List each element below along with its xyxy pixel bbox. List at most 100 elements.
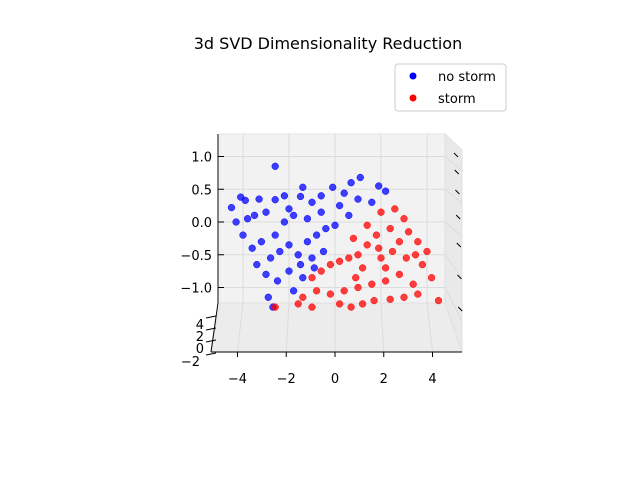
- point-storm: [377, 208, 385, 216]
- point-storm: [409, 280, 417, 288]
- z-axis-ticks: 1.0 0.5 0.0 −0.5 −1.0: [180, 151, 224, 297]
- x-tick-label: 2: [380, 372, 388, 387]
- point-storm: [363, 221, 371, 229]
- depth-edge-tick: [454, 169, 460, 175]
- z-tick-label: 1.0: [191, 151, 212, 166]
- legend-label-storm: storm: [438, 92, 476, 107]
- point-no-storm: [303, 215, 312, 223]
- point-no-storm: [250, 211, 259, 220]
- point-storm: [368, 280, 376, 288]
- depth-axis-line: [210, 302, 219, 353]
- point-storm: [423, 247, 431, 256]
- point-no-storm: [271, 162, 279, 170]
- grid-line-floor: [285, 302, 290, 353]
- point-no-storm: [239, 231, 247, 239]
- point-no-storm: [280, 218, 289, 226]
- point-no-storm: [317, 208, 325, 216]
- depth-tick-label: −2: [181, 355, 200, 370]
- point-storm: [381, 277, 390, 285]
- depth-tick-label: 0: [196, 342, 204, 357]
- point-storm: [354, 251, 362, 259]
- legend-label-no-storm: no storm: [438, 70, 496, 85]
- legend-box: [394, 63, 507, 112]
- legend-marker-storm: [409, 94, 417, 102]
- depth-edge-tick: [453, 152, 459, 158]
- grid-line-floor: [236, 302, 244, 353]
- legend-marker-no-storm: [409, 72, 417, 80]
- point-storm: [370, 296, 378, 305]
- point-no-storm: [375, 182, 383, 190]
- point-no-storm: [303, 238, 312, 246]
- point-storm: [388, 247, 397, 256]
- point-no-storm: [248, 244, 256, 252]
- point-storm: [375, 244, 383, 252]
- point-no-storm: [271, 196, 279, 204]
- point-no-storm: [280, 192, 289, 200]
- depth-tick-mark: [205, 339, 217, 343]
- point-no-storm: [266, 254, 275, 262]
- point-storm: [326, 290, 335, 298]
- point-storm: [411, 251, 420, 259]
- point-no-storm: [368, 198, 376, 206]
- point-no-storm: [285, 205, 293, 213]
- point-no-storm: [285, 267, 293, 275]
- point-storm: [358, 300, 367, 308]
- right-edge-ticks: [453, 152, 463, 312]
- depth-tick-mark: [205, 352, 217, 356]
- legend: no storm storm: [394, 63, 507, 112]
- x-tick-label: 0: [331, 372, 339, 387]
- floor-pane: [210, 302, 463, 353]
- point-no-storm: [264, 293, 272, 301]
- point-no-storm: [257, 238, 266, 246]
- point-storm: [434, 296, 443, 305]
- point-no-storm: [356, 173, 364, 182]
- point-no-storm: [253, 260, 261, 269]
- point-no-storm: [232, 218, 240, 226]
- depth-tick-label: 4: [196, 318, 204, 333]
- grid-line-floor: [380, 302, 385, 353]
- depth-edge-tick: [455, 214, 461, 220]
- point-storm: [381, 264, 390, 272]
- point-no-storm: [294, 251, 302, 259]
- depth-edge-tick: [457, 306, 463, 312]
- point-storm: [395, 238, 404, 246]
- point-no-storm: [299, 183, 307, 191]
- point-no-storm: [308, 198, 316, 206]
- point-storm: [294, 300, 302, 308]
- point-no-storm: [331, 221, 339, 229]
- scatter-points: [227, 162, 443, 311]
- point-no-storm: [241, 196, 249, 205]
- point-no-storm: [273, 277, 282, 285]
- point-no-storm: [310, 264, 318, 272]
- point-no-storm: [285, 241, 293, 249]
- point-storm: [326, 260, 335, 269]
- point-no-storm: [322, 224, 330, 233]
- point-storm: [391, 205, 399, 213]
- point-storm: [404, 228, 413, 236]
- point-storm: [414, 238, 422, 246]
- point-storm: [308, 303, 316, 311]
- point-storm: [414, 290, 422, 298]
- z-tick-label: −1.0: [180, 282, 212, 297]
- x-tick-label: −4: [228, 372, 247, 387]
- point-storm: [271, 303, 279, 311]
- point-no-storm: [381, 187, 390, 195]
- point-storm: [312, 287, 321, 295]
- point-storm: [335, 257, 344, 265]
- point-no-storm: [319, 247, 328, 256]
- point-no-storm: [354, 195, 362, 203]
- depth-tick-mark: [205, 315, 217, 319]
- point-storm: [427, 274, 436, 282]
- point-storm: [400, 293, 408, 301]
- point-storm: [354, 283, 362, 292]
- grid-line-floor: [426, 302, 434, 353]
- point-storm: [400, 215, 408, 223]
- chart-title: 3d SVD Dimensionality Reduction: [194, 34, 462, 53]
- point-storm: [395, 270, 404, 279]
- point-storm: [317, 267, 325, 275]
- point-storm: [358, 264, 367, 272]
- grid-line-side: [444, 221, 463, 237]
- point-storm: [363, 241, 371, 249]
- point-no-storm: [262, 270, 270, 279]
